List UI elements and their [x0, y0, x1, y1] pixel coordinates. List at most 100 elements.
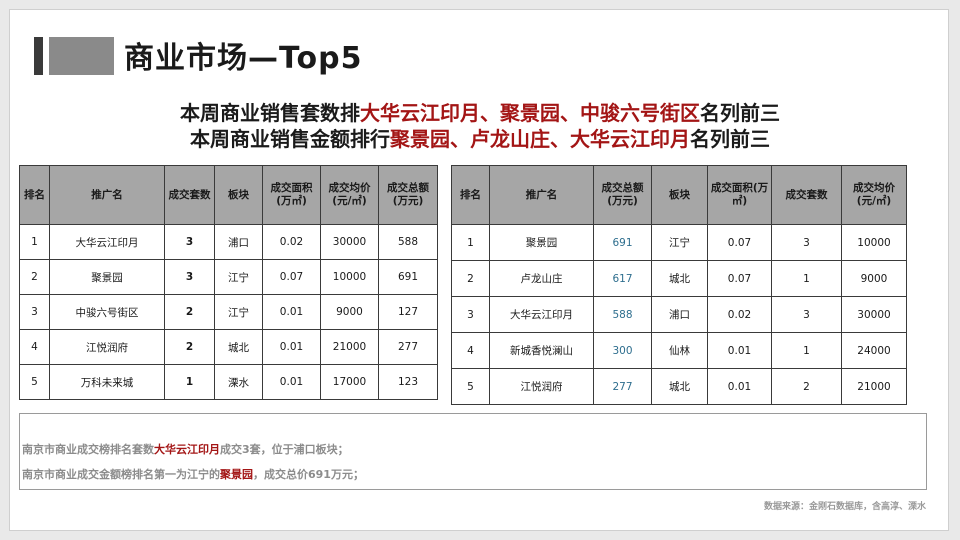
table-cell: 21000 — [841, 368, 907, 405]
table-cell: 江宁 — [214, 294, 263, 330]
table-cell: 城北 — [214, 329, 263, 365]
table-cell: 聚景园 — [49, 259, 165, 295]
note2-highlight: 聚景园 — [220, 468, 253, 481]
summary-note-count: 南京市商业成交榜排名套数大华云江印月成交3套，位于浦口板块； — [22, 441, 349, 457]
note1-highlight: 大华云江印月 — [154, 443, 220, 456]
table-cell: 617 — [593, 260, 652, 297]
table-cell: 17000 — [320, 364, 379, 400]
table-row: 3 中骏六号街区 2 江宁 0.01 9000 127 — [19, 294, 438, 330]
table-cell: 4 — [19, 329, 50, 365]
table-header-cell: 成交总额 (万元) — [593, 165, 652, 225]
table-cell: 1 — [451, 224, 490, 261]
table-cell: 2 — [164, 294, 215, 330]
table-cell: 江悦润府 — [49, 329, 165, 365]
table-cell: 0.01 — [262, 294, 321, 330]
table-cell: 5 — [19, 364, 50, 400]
table-cell: 691 — [593, 224, 652, 261]
headline-sales-count: 本周商业销售套数排大华云江印月、聚景园、中骏六号街区名列前三 — [10, 97, 950, 126]
table-cell: 0.02 — [707, 296, 772, 333]
table-cell: 城北 — [651, 368, 708, 405]
headline2-post: 名列前三 — [690, 127, 770, 151]
table-cell: 2 — [164, 329, 215, 365]
table-cell: 1 — [771, 260, 842, 297]
table-header-cell: 推广名 — [489, 165, 594, 225]
table-cell: 30000 — [320, 224, 379, 260]
note1-pre: 南京市商业成交榜排名套数 — [22, 443, 154, 456]
table-row: 1 大华云江印月 3 浦口 0.02 30000 588 — [19, 224, 438, 260]
table-cell: 浦口 — [651, 296, 708, 333]
table-cell: 中骏六号街区 — [49, 294, 165, 330]
table-cell: 2 — [771, 368, 842, 405]
summary-note-amount: 南京市商业成交金额榜排名第一为江宁的聚景园，成交总价691万元； — [22, 466, 364, 482]
table-row: 5 江悦润府 277 城北 0.01 2 21000 — [451, 368, 907, 405]
table-header-cell: 成交总额 (万元) — [378, 165, 438, 225]
table-cell: 588 — [378, 224, 438, 260]
data-source-note: 数据来源：金刚石数据库，含高淳、溧水 — [763, 502, 926, 512]
summary-notes-box: 南京市商业成交榜排名套数大华云江印月成交3套，位于浦口板块； 南京市商业成交金额… — [19, 413, 927, 490]
table-cell: 0.01 — [707, 332, 772, 369]
title-decoration — [34, 37, 114, 75]
table-cell: 277 — [378, 329, 438, 365]
table-cell: 1 — [19, 224, 50, 260]
table-cell: 3 — [771, 296, 842, 333]
headline1-pre: 本周商业销售套数排 — [180, 101, 360, 125]
table-cell: 聚景园 — [489, 224, 594, 261]
table-row: 4 江悦润府 2 城北 0.01 21000 277 — [19, 329, 438, 365]
table-header-cell: 排名 — [451, 165, 490, 225]
table-cell: 123 — [378, 364, 438, 400]
table-header-cell: 成交均价 (元/㎡) — [841, 165, 907, 225]
table-cell: 30000 — [841, 296, 907, 333]
page-title: 商业市场—Top5 — [124, 41, 363, 76]
table-cell: 江宁 — [214, 259, 263, 295]
table-cell: 0.07 — [262, 259, 321, 295]
table-cell: 4 — [451, 332, 490, 369]
headline1-highlight: 大华云江印月、聚景园、中骏六号街区 — [360, 101, 700, 125]
table-cell: 588 — [593, 296, 652, 333]
table-row: 3 大华云江印月 588 浦口 0.02 3 30000 — [451, 296, 907, 333]
table-cell: 10000 — [841, 224, 907, 261]
table-cell: 大华云江印月 — [489, 296, 594, 333]
table-row: 2 卢龙山庄 617 城北 0.07 1 9000 — [451, 260, 907, 297]
table-cell: 江宁 — [651, 224, 708, 261]
note1-post: 成交3套，位于浦口板块； — [220, 443, 349, 456]
table-cell: 21000 — [320, 329, 379, 365]
table-cell: 2 — [19, 259, 50, 295]
table-cell: 1 — [164, 364, 215, 400]
table-row: 2 聚景园 3 江宁 0.07 10000 691 — [19, 259, 438, 295]
table-cell: 3 — [164, 224, 215, 260]
table-header-cell: 板块 — [214, 165, 263, 225]
table-cell: 城北 — [651, 260, 708, 297]
table-cell: 卢龙山庄 — [489, 260, 594, 297]
headline2-pre: 本周商业销售金额排行 — [190, 127, 390, 151]
table-cell: 9000 — [320, 294, 379, 330]
table-cell: 300 — [593, 332, 652, 369]
table-cell: 江悦润府 — [489, 368, 594, 405]
table-cell: 691 — [378, 259, 438, 295]
slide: 商业市场—Top5 本周商业销售套数排大华云江印月、聚景园、中骏六号街区名列前三… — [9, 9, 949, 531]
table-header-cell: 成交面积(万㎡) — [262, 165, 321, 225]
headline1-post: 名列前三 — [700, 101, 780, 125]
table-header-cell: 成交套数 — [771, 165, 842, 225]
table-cell: 新城香悦澜山 — [489, 332, 594, 369]
table-cell: 24000 — [841, 332, 907, 369]
table-cell: 浦口 — [214, 224, 263, 260]
table-cell: 2 — [451, 260, 490, 297]
table-cell: 5 — [451, 368, 490, 405]
title-bar-dark — [34, 37, 43, 75]
table-cell: 仙林 — [651, 332, 708, 369]
note2-pre: 南京市商业成交金额榜排名第一为江宁的 — [22, 468, 220, 481]
table-row: 1 聚景园 691 江宁 0.07 3 10000 — [451, 224, 907, 261]
ranking-by-amount-table: 排名 推广名 成交总额 (万元) 板块 成交面积(万 ㎡) 成交套数 成交均价 (元/㎡) 1 聚景… — [451, 165, 907, 405]
table-cell: 0.07 — [707, 224, 772, 261]
table-cell: 1 — [771, 332, 842, 369]
table-cell: 3 — [164, 259, 215, 295]
table-cell: 万科未来城 — [49, 364, 165, 400]
table-cell: 3 — [451, 296, 490, 333]
table-cell: 10000 — [320, 259, 379, 295]
table-row: 5 万科未来城 1 溧水 0.01 17000 123 — [19, 364, 438, 400]
table-cell: 大华云江印月 — [49, 224, 165, 260]
table-header-cell: 排名 — [19, 165, 50, 225]
table-header-cell: 成交均价 (元/㎡) — [320, 165, 379, 225]
table-cell: 0.01 — [262, 364, 321, 400]
